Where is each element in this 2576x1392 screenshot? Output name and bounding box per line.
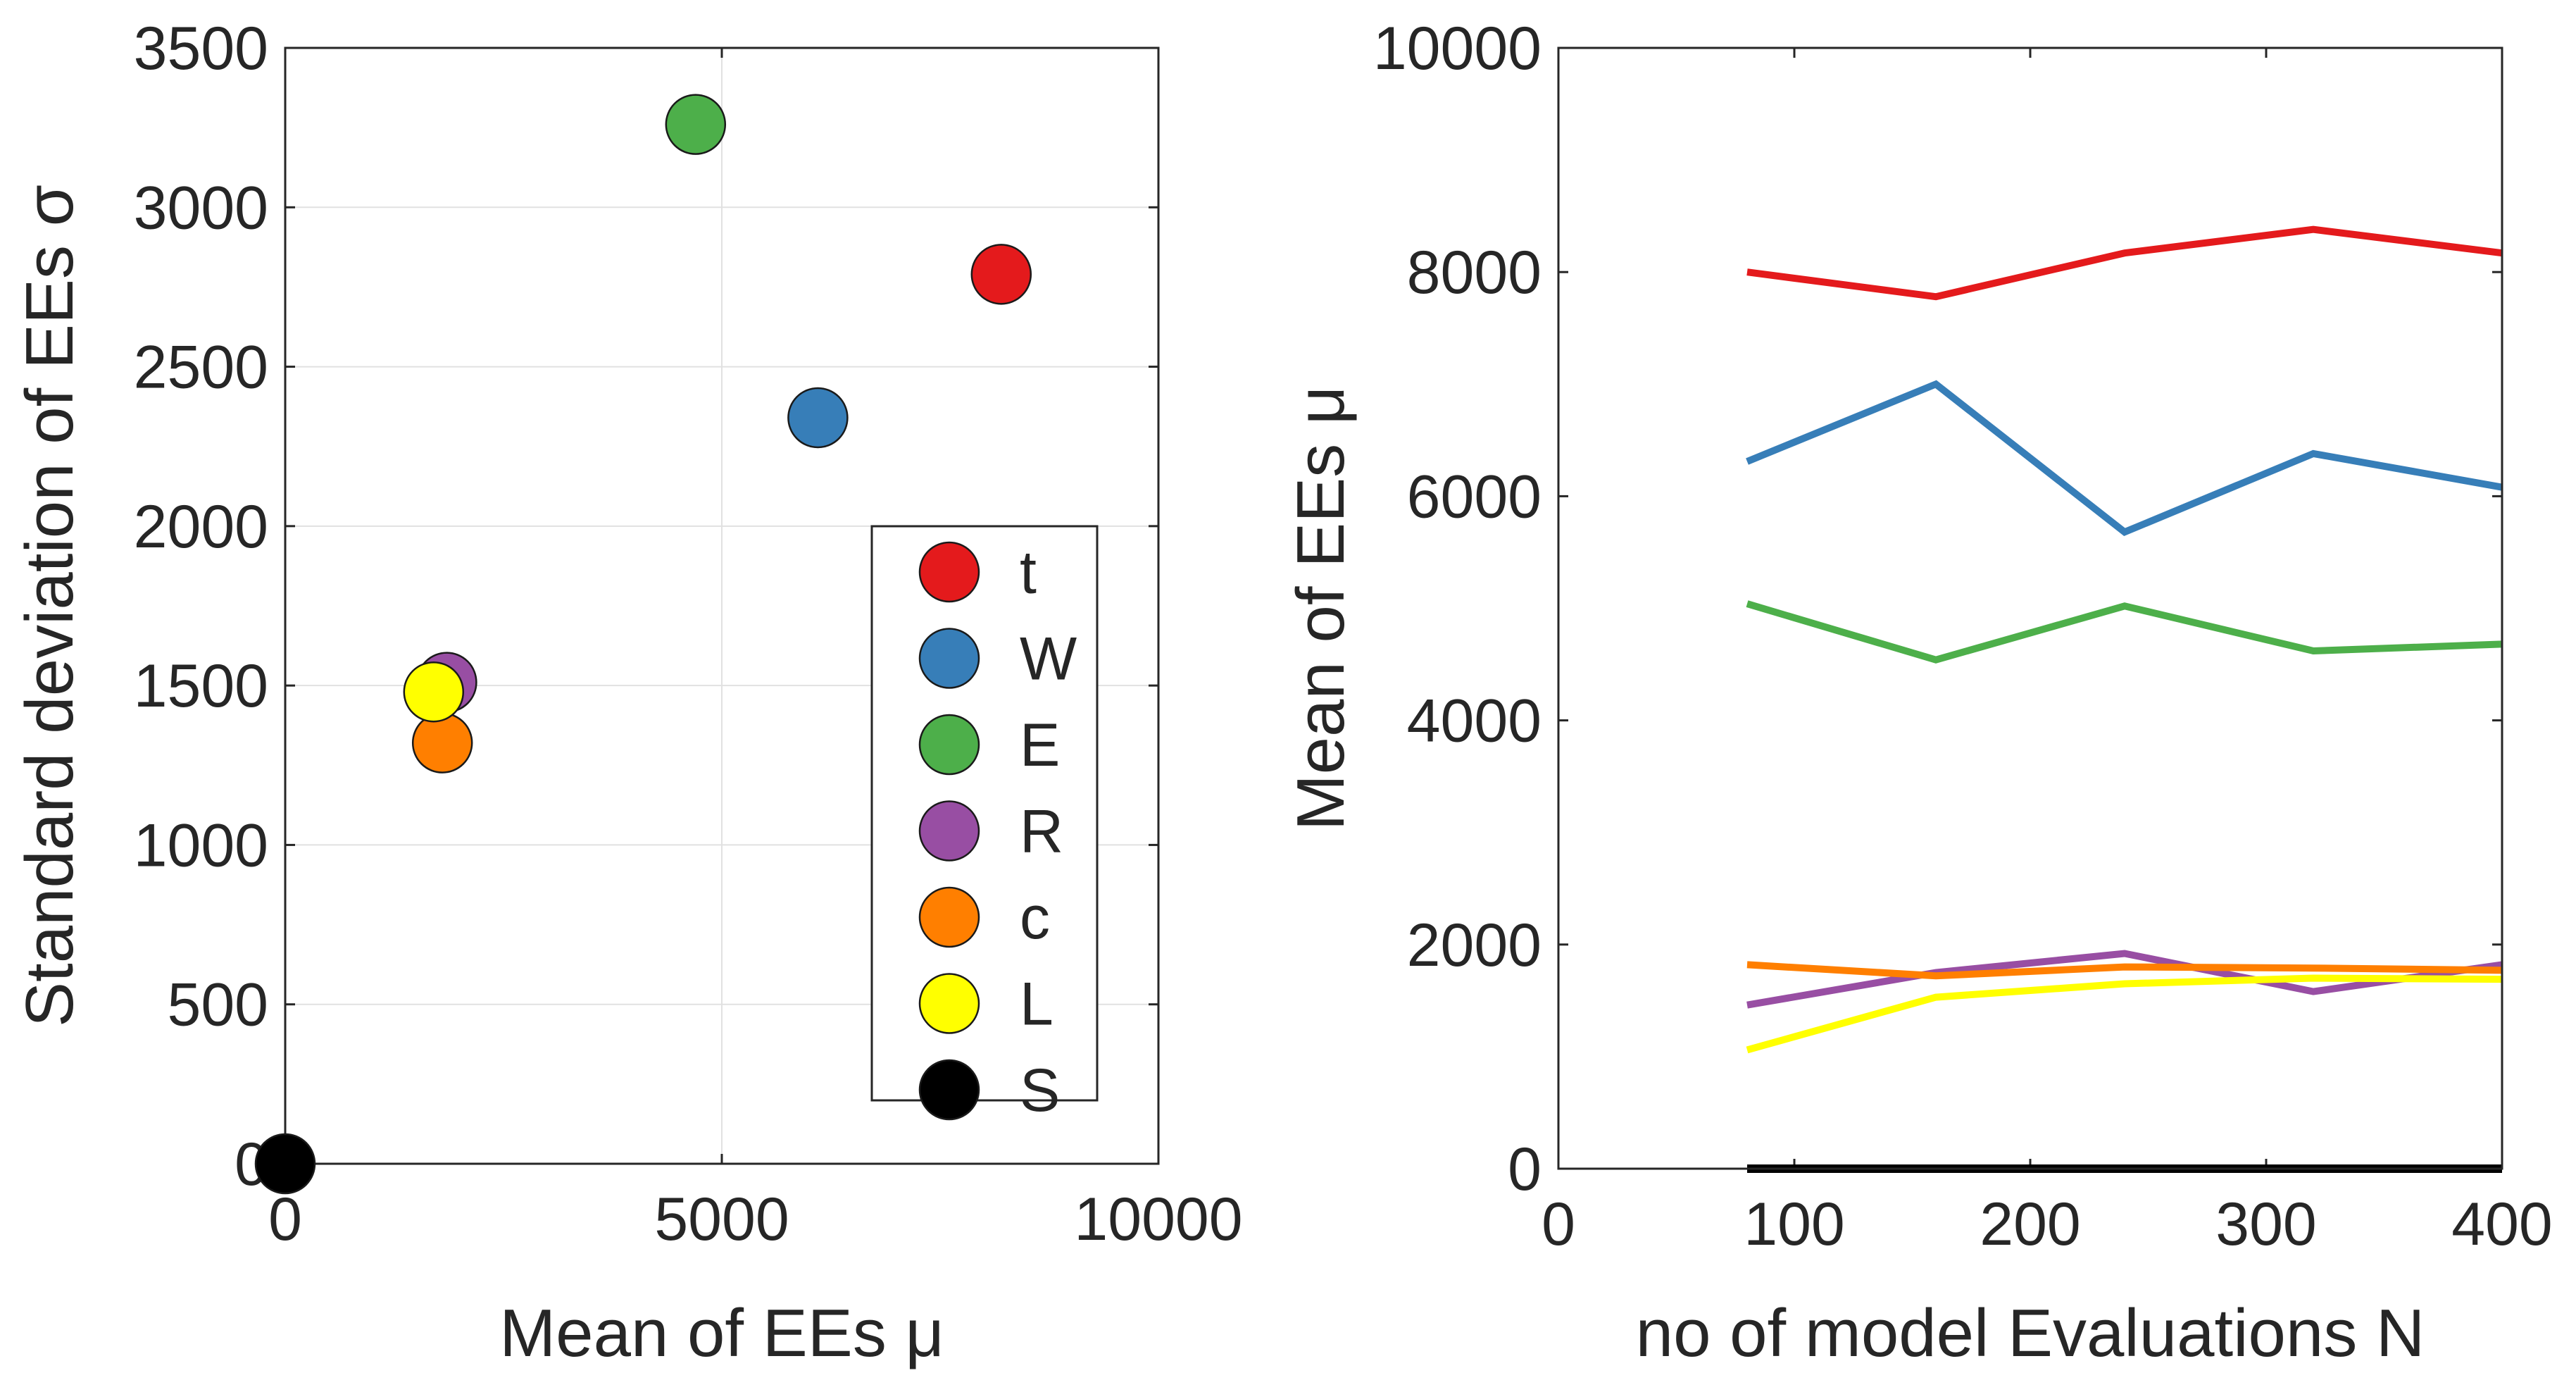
scatter-y-tick-label: 1000	[134, 812, 268, 879]
line-series-c	[1746, 961, 2503, 980]
line-y-axis-label: Mean of EEs μ	[1283, 386, 1358, 831]
scatter-axes-box	[284, 46, 1160, 1165]
line-x-tick-label: 400	[2451, 1191, 2553, 1258]
line-y-tick-label: 10000	[1373, 15, 1542, 82]
legend-marker-E	[918, 714, 980, 776]
scatter-point-L	[403, 661, 465, 723]
legend-marker-W	[918, 628, 980, 689]
scatter-y-axis-label: Standard deviation of EEs σ	[12, 185, 87, 1027]
scatter-y-tick-label: 500	[168, 971, 269, 1039]
legend-label-R: R	[1020, 798, 1063, 866]
legend-marker-R	[918, 800, 980, 862]
line-series-L	[1746, 974, 2503, 1054]
legend-marker-t	[918, 541, 980, 603]
legend-marker-c	[918, 886, 980, 948]
scatter-x-axis-label: Mean of EEs μ	[499, 1295, 944, 1371]
legend-label-S: S	[1020, 1057, 1060, 1124]
legend-marker-S	[918, 1059, 980, 1121]
scatter-point-W	[787, 387, 849, 449]
legend-label-t: t	[1020, 539, 1037, 607]
line-y-tick-label: 2000	[1407, 912, 1542, 979]
scatter-x-tick-label: 10000	[1074, 1186, 1242, 1253]
scatter-y-tick-label: 1500	[134, 652, 268, 720]
scatter-x-tick-label: 5000	[654, 1186, 789, 1253]
legend-label-L: L	[1020, 971, 1053, 1038]
line-axes-box	[1557, 46, 2503, 1170]
scatter-y-tick-label: 2500	[134, 334, 268, 402]
line-series-t	[1746, 225, 2503, 301]
line-x-tick-label: 200	[1980, 1191, 2081, 1258]
scatter-point-E	[665, 94, 727, 155]
line-y-tick-label: 4000	[1407, 688, 1542, 755]
scatter-points	[254, 94, 1032, 1195]
scatter-point-t	[970, 244, 1032, 305]
scatter-x-tick-label: 0	[268, 1186, 302, 1253]
line-series-E	[1746, 600, 2503, 664]
legend-box	[870, 525, 1099, 1102]
line-x-tick-label: 100	[1744, 1191, 1845, 1258]
legend-label-E: E	[1020, 711, 1060, 779]
scatter-y-tick-label: 3000	[134, 174, 268, 242]
scatter-y-tick-label: 3500	[134, 15, 268, 82]
scatter-point-c	[411, 712, 473, 773]
line-y-tick-label: 8000	[1407, 239, 1542, 306]
legend-label-W: W	[1020, 626, 1077, 693]
line-series-R	[1746, 950, 2503, 1009]
legend-marker-L	[918, 973, 980, 1034]
line-x-tick-label: 0	[1542, 1191, 1575, 1258]
line-x-tick-label: 300	[2215, 1191, 2317, 1258]
line-y-tick-label: 0	[1508, 1136, 1542, 1203]
line-series-W	[1746, 380, 2503, 537]
legend-label-c: c	[1020, 884, 1050, 952]
scatter-y-tick-label: 2000	[134, 493, 268, 561]
line-x-axis-label: no of model Evaluations N	[1636, 1295, 2425, 1371]
line-y-tick-label: 6000	[1407, 463, 1542, 530]
line-plot-area	[1558, 48, 2502, 1169]
scatter-point-S	[254, 1133, 316, 1195]
